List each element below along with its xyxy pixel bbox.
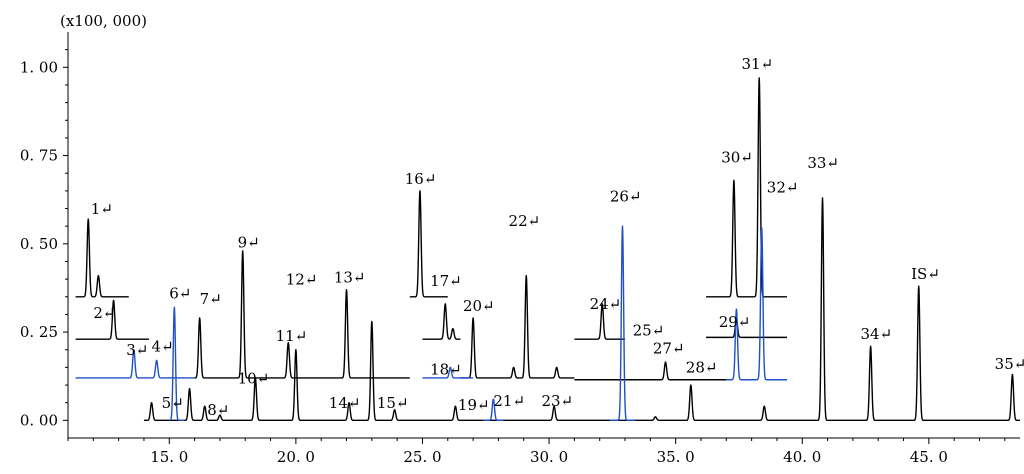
peak-label: 24↵ <box>590 295 622 313</box>
chromatogram-trace <box>409 190 449 298</box>
x-tick-label: 40. 0 <box>783 448 821 466</box>
chromatogram-trace <box>422 366 474 379</box>
peak-label: 8↵ <box>207 401 229 419</box>
peak-label: 19↵ <box>458 396 490 414</box>
x-tick-label: 15. 0 <box>150 448 188 466</box>
peak-label: 12↵ <box>286 270 318 288</box>
chromatogram-trace <box>725 227 788 381</box>
x-tick-label: 35. 0 <box>657 448 695 466</box>
peak-label: 32↵ <box>767 179 799 197</box>
traces <box>75 77 1021 422</box>
peak-label: 31↵ <box>741 55 773 73</box>
chromatogram-trace <box>422 303 461 340</box>
y-tick-label: 0. 75 <box>20 147 58 165</box>
peak-label: 7↵ <box>200 290 222 308</box>
peak-label: IS↵ <box>911 265 940 283</box>
chromatogram-trace <box>75 299 150 340</box>
chromatogram-trace <box>482 398 504 422</box>
peak-label: 4↵ <box>152 338 174 356</box>
peak-label: 34↵ <box>860 325 892 343</box>
peak-label: 2↵ <box>93 304 115 322</box>
y-tick-label: 0. 00 <box>20 411 58 429</box>
peak-label: 30↵ <box>721 149 753 167</box>
x-tick-label: 20. 0 <box>277 448 315 466</box>
chromatogram-trace <box>194 250 411 379</box>
peak-label: 35↵ <box>995 355 1024 373</box>
peak-label: 21↵ <box>493 392 525 410</box>
axes: 0. 00 0. 25 0. 50 0. 75 1. 00 15. 0 20. 0 25. 0… <box>20 32 1020 466</box>
x-tick-label: 25. 0 <box>403 448 441 466</box>
peak-label: 11↵ <box>276 327 308 345</box>
peak-label: 15↵ <box>377 394 409 412</box>
peak-label: 13↵ <box>334 269 366 287</box>
peak-label: 22↵ <box>509 212 541 230</box>
x-tick-label: 30. 0 <box>530 448 568 466</box>
peak-label: 6↵ <box>169 285 191 303</box>
chromatogram-trace <box>705 319 788 339</box>
chromatogram-trace <box>75 218 130 298</box>
peak-label: 1↵ <box>91 200 113 218</box>
chromatogram-trace <box>75 349 196 379</box>
chromatogram-trace <box>573 303 626 340</box>
chromatogram-trace <box>143 197 1021 422</box>
peak-label: 5↵ <box>162 394 184 412</box>
peak-label: 26↵ <box>610 187 642 205</box>
chromatogram-trace <box>168 306 185 422</box>
y-unit-label: (x100, 000) <box>60 12 147 30</box>
peak-label: 16↵ <box>405 170 437 188</box>
chromatogram-trace <box>609 225 636 422</box>
peak-label: 20↵ <box>463 297 495 315</box>
peak-label: 27↵ <box>653 339 685 357</box>
peak-label: 25↵ <box>633 322 665 340</box>
chromatogram-trace <box>705 77 788 298</box>
peak-label: 29↵ <box>719 313 751 331</box>
y-tick-label: 0. 25 <box>20 323 58 341</box>
x-tick-label: 45. 0 <box>910 448 948 466</box>
y-tick-label: 0. 50 <box>20 235 58 253</box>
peak-label: 9↵ <box>238 233 260 251</box>
peak-label: 3↵ <box>126 341 148 359</box>
peak-label: 17↵ <box>430 272 462 290</box>
peak-labels: 1↵ 2↵ 3↵ 4↵ 5↵ 6↵ 7↵ 8↵ 9↵ 10↵ 11↵ 12↵ 13↵ 14↵ 15↵ 16↵ 1… <box>91 55 1024 419</box>
peak-label: 28↵ <box>686 359 718 377</box>
chromatogram-trace <box>573 361 727 381</box>
peak-label: 14↵ <box>329 394 361 412</box>
chromatogram-trace <box>460 274 575 379</box>
peak-label: 18↵ <box>430 360 462 378</box>
peak-label: 10↵ <box>238 369 270 387</box>
peak-label: 33↵ <box>807 154 839 172</box>
peak-label: 23↵ <box>541 392 573 410</box>
y-tick-label: 1. 00 <box>20 58 58 76</box>
